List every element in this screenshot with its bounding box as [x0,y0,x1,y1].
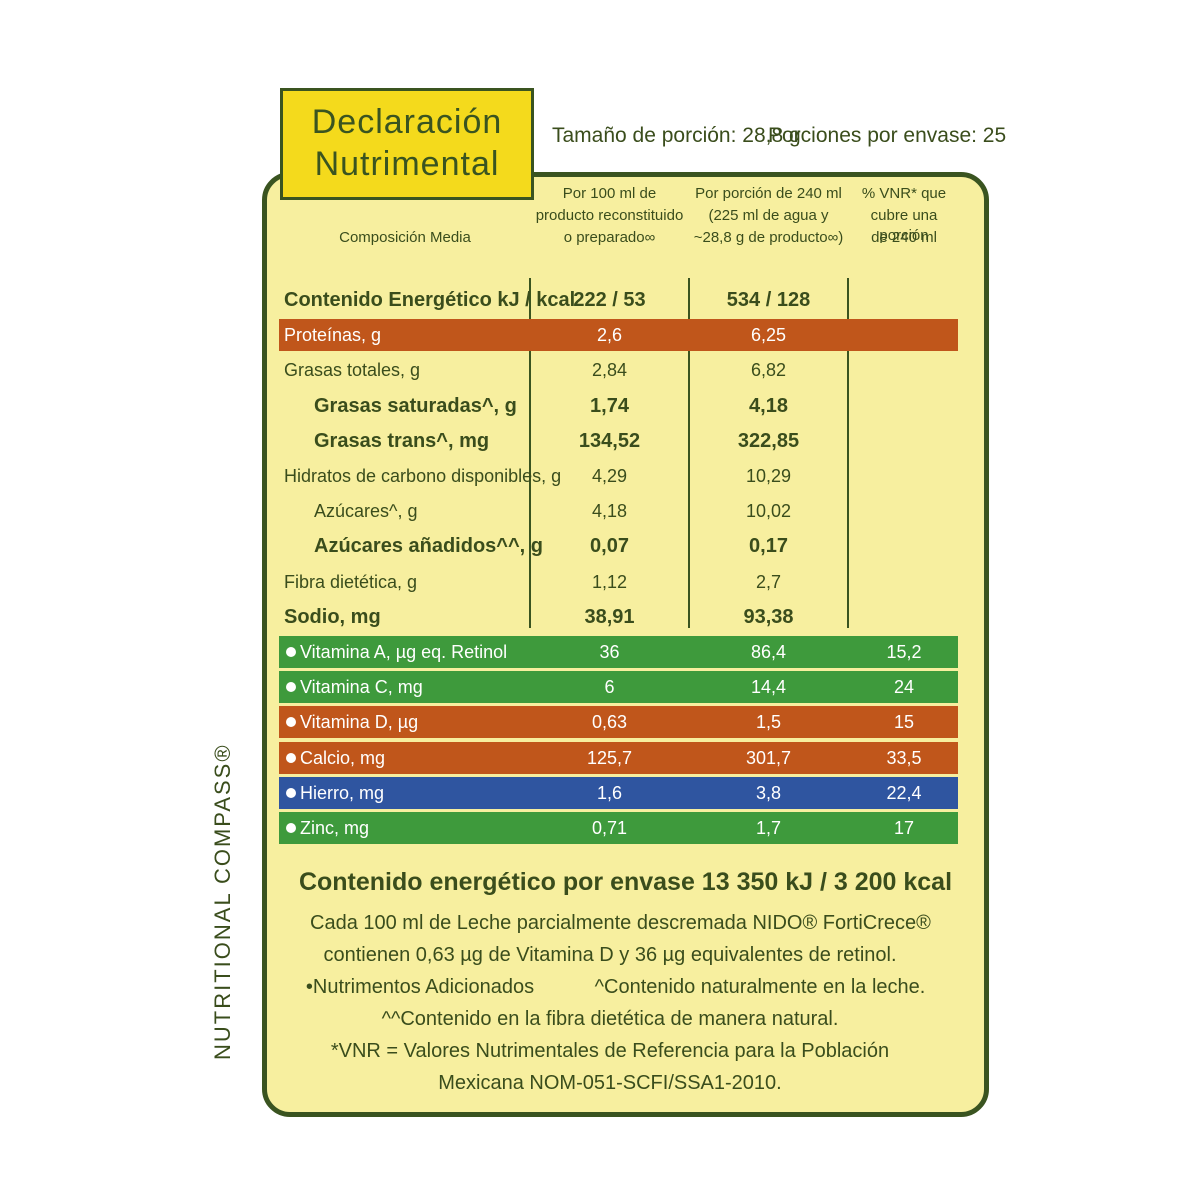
bullet [286,823,296,833]
row-value: 1,5 [755,712,782,733]
row-label: Vitamina D, µg [300,712,419,733]
divider [847,278,849,628]
row-value: 322,85 [737,429,800,452]
row-band [279,776,958,809]
row-label: Azúcares añadidos^^, g [314,535,543,558]
header-text: % VNR* que [861,185,947,202]
bullet [286,647,296,657]
row-value: 33,5 [886,747,922,768]
row-value: 0,63 [591,712,628,733]
row-value: 222 / 53 [573,289,646,311]
row-value: 6,25 [750,325,787,346]
title-line: Nutrimental [314,145,500,183]
row-band [279,319,958,352]
row-value: 1,6 [596,782,623,803]
row-value: 2,6 [596,325,623,346]
header-text: Por 100 ml de [562,185,657,202]
row-value: 3,8 [755,782,782,803]
row-value: 10,29 [745,466,792,486]
row-value: 14,4 [750,677,787,698]
row-label: Proteínas, g [284,325,382,346]
row-band [279,636,958,668]
row-value: 86,4 [750,642,787,662]
serving-count: Porciones por envase: 25 [768,124,1007,147]
row-band [279,706,958,739]
row-value: 134,52 [578,429,641,452]
header-text: cubre una porción [870,207,938,244]
row-value: 2,84 [591,360,628,381]
row-value: 0,71 [591,818,628,838]
row-value: 534 / 128 [726,289,811,311]
row-label: Grasas trans^, mg [314,429,490,452]
row-band [279,741,958,774]
row-label: Azúcares^, g [314,501,418,522]
header-text: (225 ml de agua y [708,207,829,224]
header-text: o preparado∞ [563,229,656,246]
row-label: Contenido Energético kJ / kcal [284,289,576,311]
title-line: Declaración [311,103,503,141]
note: Mexicana NOM-051-SCFI/SSA1-2010. [438,1072,782,1094]
row-label: Hierro, mg [300,782,385,803]
row-value: 0,17 [749,535,788,558]
row-value: 1,7 [755,818,782,838]
row-value: 301,7 [745,747,792,768]
row-label: Zinc, mg [300,818,370,838]
row-value: 6 [604,677,615,698]
row-label: Grasas saturadas^, g [314,394,517,417]
row-label: Grasas totales, g [284,360,421,381]
row-value: 125,7 [586,747,633,768]
row-value: 17 [893,818,915,838]
bullet [286,752,296,763]
note: contienen 0,63 µg de Vitamina D y 36 µg … [323,944,897,966]
row-label: Hidratos de carbono disponibles, g [284,466,562,486]
header-text: producto reconstituido [535,207,684,224]
header-text: Por porción de 240 ml [695,185,842,202]
note: ^Contenido naturalmente en la leche. [594,976,926,998]
row-value: 15 [893,712,915,733]
row-value: 36 [599,642,620,662]
row-value: 1,74 [590,394,629,417]
row-value: 38,91 [584,605,635,628]
note: Cada 100 ml de Leche parcialmente descre… [310,912,931,934]
header-text: de 240 ml [871,229,937,246]
header-text: ~28,8 g de producto∞) [693,229,844,246]
row-label: Vitamina C, mg [300,677,423,698]
bullet [286,717,296,728]
serving-size: Tamaño de porción: 28,8 g [552,124,801,147]
note: *VNR = Valores Nutrimentales de Referenc… [330,1040,890,1062]
row-label: Calcio, mg [300,747,386,768]
row-label: Vitamina A, µg eq. Retinol [300,642,508,662]
row-band [279,812,958,844]
bullet [286,787,296,798]
header-text: Composición Media [339,229,471,246]
row-value: 4,18 [749,394,788,417]
row-label: Sodio, mg [284,605,381,628]
row-value: 24 [893,677,915,698]
note: ^^Contenido en la fibra dietética de man… [381,1008,839,1030]
row-value: 2,7 [755,571,782,592]
row-value: 1,12 [591,571,628,592]
divider [688,278,690,628]
row-label: Fibra dietética, g [284,571,418,592]
row-value: 10,02 [745,501,792,522]
note: •Nutrimentos Adicionados [305,976,535,998]
bullet [286,682,296,693]
row-value: 93,38 [743,605,794,628]
divider [529,278,531,628]
side-label: NUTRITIONAL COMPASS® [210,743,235,1060]
title-box: Declaración Nutrimental [280,88,534,200]
row-value: 4,18 [591,501,628,522]
row-value: 6,82 [750,360,787,381]
row-band [279,671,958,704]
row-value: 0,07 [590,535,629,558]
row-value: 4,29 [591,466,628,486]
row-value: 15,2 [886,642,922,662]
row-value: 22,4 [886,782,922,803]
energy-total: Contenido energético por envase 13 350 k… [298,868,953,896]
